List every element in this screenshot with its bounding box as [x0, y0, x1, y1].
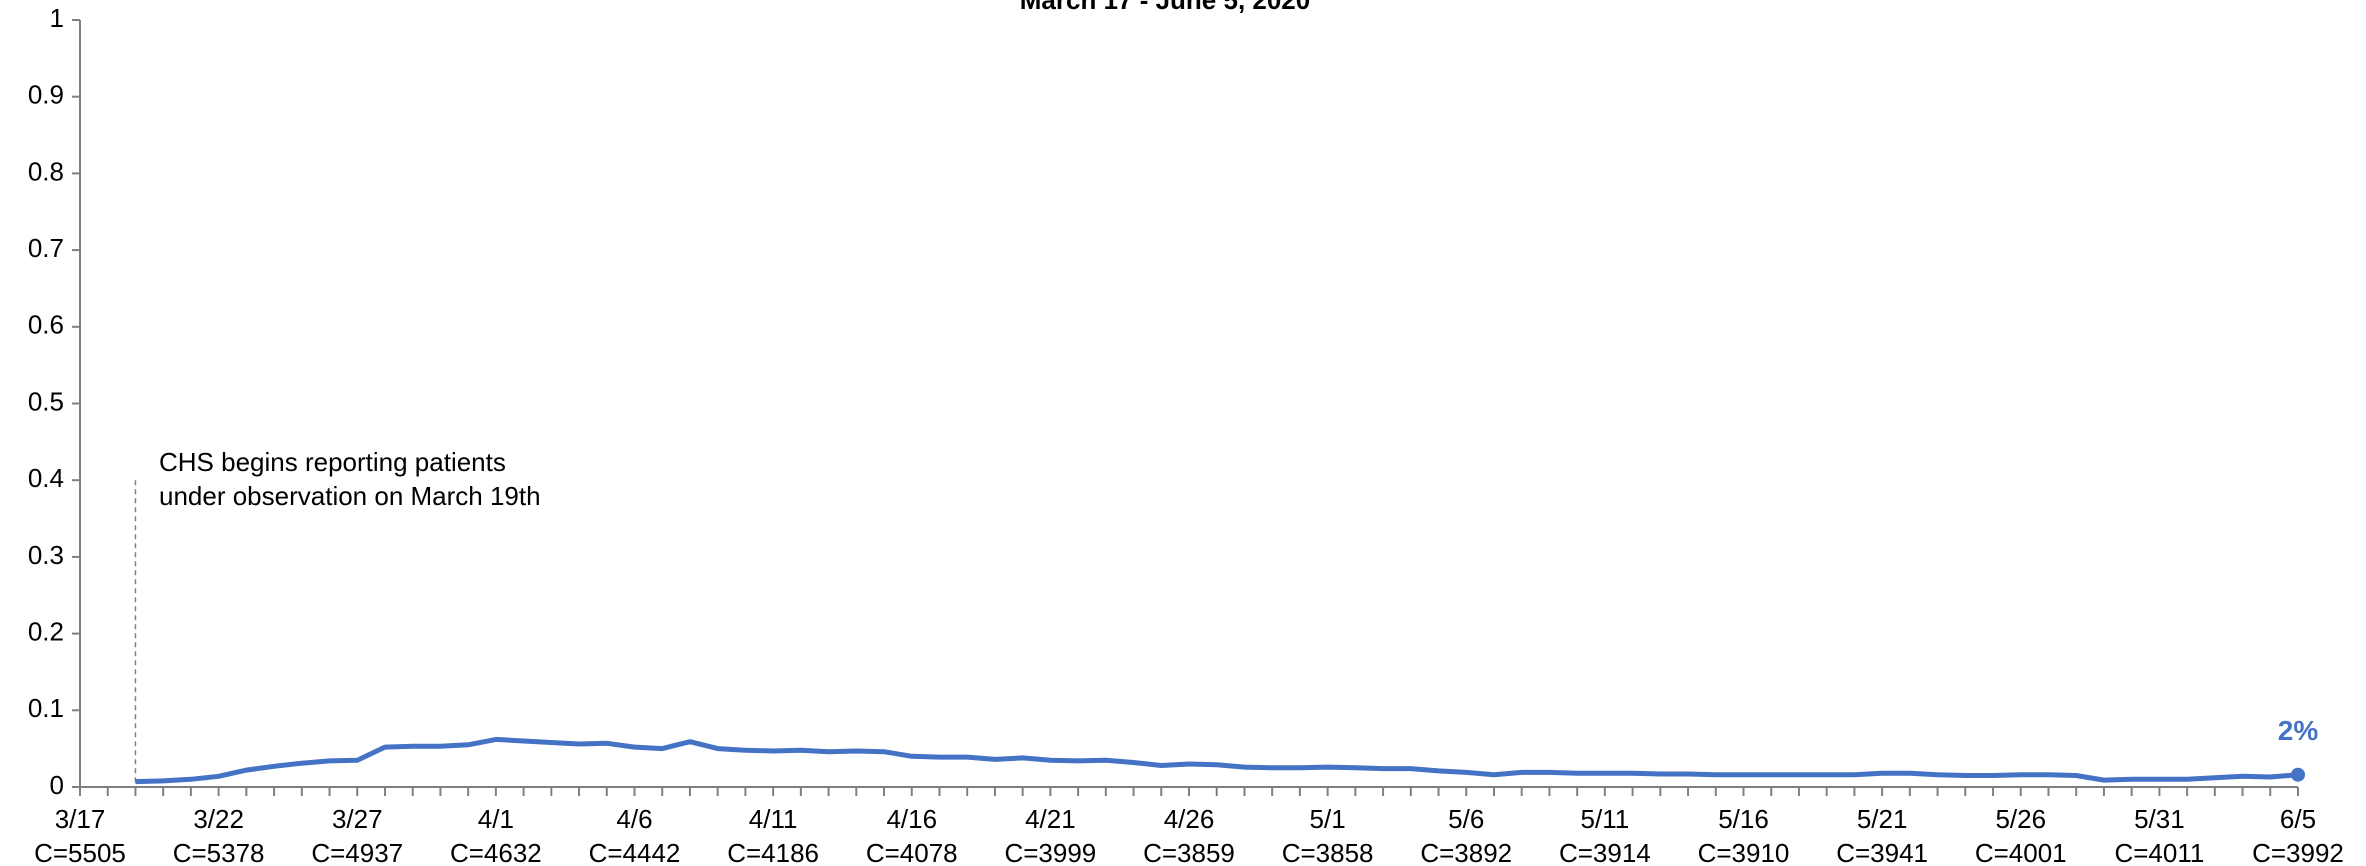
- x-tick-label: 4/26: [1164, 804, 1215, 834]
- annotation: under observation on March 19th: [159, 481, 541, 511]
- x-tick-label: 5/11: [1581, 804, 1630, 834]
- x-tick-count: C=5505: [34, 838, 126, 866]
- x-tick-label: 6/5: [2280, 804, 2316, 834]
- x-tick-label: 4/21: [1025, 804, 1076, 834]
- x-tick-count: C=4001: [1975, 838, 2067, 866]
- y-tick-label: 0: [50, 770, 64, 800]
- x-tick-count: C=3859: [1143, 838, 1235, 866]
- x-tick-label: 4/16: [886, 804, 937, 834]
- x-tick-label: 5/26: [1995, 804, 2046, 834]
- x-tick-label: 5/16: [1718, 804, 1769, 834]
- x-tick-count: C=4011: [2114, 838, 2204, 866]
- annotation: CHS begins reporting patients: [159, 447, 506, 477]
- y-tick-label: 0.7: [28, 233, 64, 263]
- x-tick-count: C=5378: [173, 838, 265, 866]
- chart-title: March 17 - June 5, 2020: [1020, 0, 1310, 15]
- x-tick-count: C=4186: [727, 838, 819, 866]
- x-tick-count: C=3858: [1282, 838, 1374, 866]
- y-tick-label: 0.2: [28, 616, 64, 646]
- x-tick-count: C=3941: [1836, 838, 1928, 866]
- x-tick-label: 5/31: [2134, 804, 2185, 834]
- x-tick-label: 4/6: [616, 804, 652, 834]
- x-tick-label: 4/1: [478, 804, 514, 834]
- x-tick-count: C=3892: [1420, 838, 1512, 866]
- x-tick-count: C=4937: [311, 838, 403, 866]
- x-tick-count: C=3910: [1698, 838, 1790, 866]
- x-tick-label: 5/6: [1448, 804, 1484, 834]
- x-tick-count: C=3999: [1004, 838, 1096, 866]
- x-tick-label: 4/11: [749, 804, 798, 834]
- x-tick-label: 5/1: [1310, 804, 1346, 834]
- x-tick-label: 3/22: [193, 804, 244, 834]
- y-tick-label: 1: [50, 3, 64, 33]
- x-tick-label: 3/17: [55, 804, 106, 834]
- data-line: [135, 736, 2299, 785]
- x-tick-label: 3/27: [332, 804, 383, 834]
- data-label: 2%: [2278, 715, 2319, 746]
- y-tick-label: 0.3: [28, 540, 64, 570]
- y-tick-label: 0.4: [28, 463, 64, 493]
- y-tick-label: 0.8: [28, 156, 64, 186]
- x-tick-label: 5/21: [1857, 804, 1908, 834]
- x-tick-count: C=4632: [450, 838, 542, 866]
- y-tick-label: 0.6: [28, 310, 64, 340]
- end-marker: [2291, 767, 2305, 782]
- x-tick-count: C=3914: [1559, 838, 1651, 866]
- y-tick-label: 0.1: [28, 693, 64, 723]
- x-tick-count: C=4078: [866, 838, 958, 866]
- y-tick-label: 0.5: [28, 386, 64, 416]
- x-tick-count: C=3992: [2252, 838, 2344, 866]
- x-tick-count: C=4442: [589, 838, 681, 866]
- y-tick-label: 0.9: [28, 80, 64, 110]
